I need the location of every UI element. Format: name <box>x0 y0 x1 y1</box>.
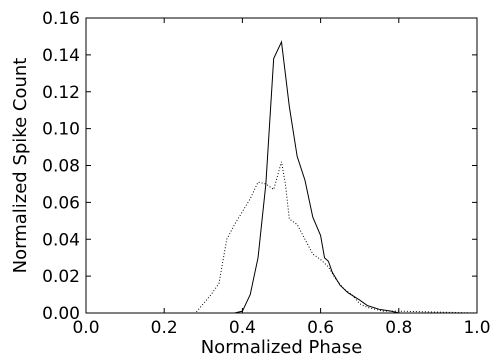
y-axis-label: Normalized Spike Count <box>10 58 31 274</box>
y-tick-label: 0.02 <box>42 267 80 287</box>
x-tick-label: 0.2 <box>151 318 178 338</box>
series-line-solid <box>86 40 477 314</box>
ticks-layer: 0.0 0.2 0.4 0.6 0.8 1.0 0.00 0.02 0.04 0.06 0.08 0.… <box>42 9 490 338</box>
y-tick-label: 0.16 <box>42 9 80 29</box>
x-tick-label: 0.4 <box>229 318 256 338</box>
y-tick-label: 0.12 <box>42 83 80 103</box>
y-tick-label: 0.04 <box>42 230 80 250</box>
x-tick-label: 0.8 <box>385 318 412 338</box>
y-tick-label: 0.14 <box>42 46 80 66</box>
x-axis-label: Normalized Phase <box>201 337 363 358</box>
y-tick-label: 0.06 <box>42 193 80 213</box>
x-tick-label: 1.0 <box>463 318 490 338</box>
x-tick-label: 0.0 <box>72 318 99 338</box>
series-line-dotted <box>86 161 478 314</box>
y-tick-label: 0.10 <box>42 120 80 140</box>
x-tick-label: 0.6 <box>307 318 334 338</box>
plot-frame <box>85 17 478 314</box>
y-tick-label: 0.00 <box>42 304 80 324</box>
series-layer <box>86 40 478 314</box>
y-tick-label: 0.08 <box>42 157 80 177</box>
